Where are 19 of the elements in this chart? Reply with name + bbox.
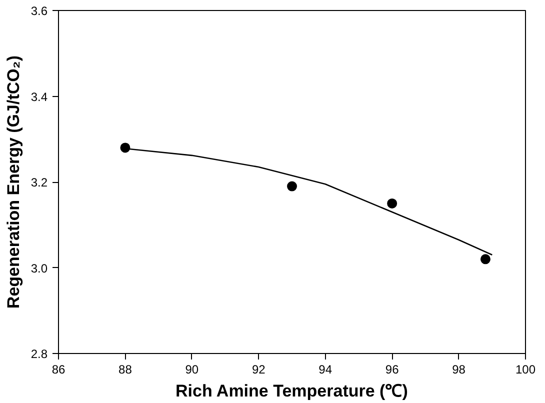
y-tick-label: 2.8 (30, 347, 48, 361)
x-axis-title: Rich Amine Temperature (℃) (176, 382, 408, 400)
y-tick-label: 3.4 (30, 90, 48, 104)
x-tick-label: 90 (185, 362, 199, 376)
point (287, 181, 297, 192)
point (480, 254, 490, 264)
x-tick-label: 100 (515, 362, 536, 376)
point (387, 198, 398, 208)
x-tick-label: 88 (118, 362, 132, 376)
x-tick-label: 98 (452, 362, 466, 376)
y-tick-label: 3.2 (30, 176, 48, 190)
y-tick-label: 3.6 (30, 4, 48, 18)
x-tick-label: 94 (318, 362, 332, 376)
x-tick-label: 96 (385, 362, 400, 376)
x-tick-label: 92 (252, 362, 266, 376)
y-tick-label: 3.0 (30, 261, 48, 276)
y-axis-title: Regeneration Energy (GJ/tCO₂) (4, 55, 23, 309)
x-tick-label: 86 (52, 362, 66, 376)
point (120, 142, 130, 153)
